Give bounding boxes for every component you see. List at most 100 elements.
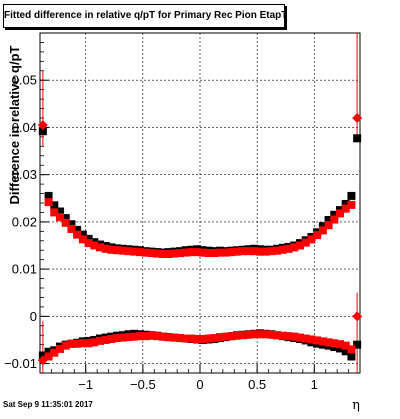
- data-point: [330, 215, 339, 224]
- data-point: [118, 333, 127, 342]
- data-point: [61, 218, 70, 227]
- x-tick-label: 1: [311, 377, 318, 392]
- data-point: [73, 339, 82, 348]
- data-point: [50, 348, 59, 357]
- data-point: [56, 344, 64, 353]
- series-layer: [37, 113, 363, 366]
- data-point: [301, 238, 310, 247]
- data-point: [273, 331, 282, 340]
- chart-title: Fitted difference in relative q/pT for P…: [3, 4, 285, 28]
- data-point: [141, 248, 150, 257]
- data-point: [187, 334, 196, 343]
- data-point: [198, 248, 207, 257]
- data-point: [193, 248, 202, 257]
- data-point: [50, 208, 59, 217]
- data-point: [147, 249, 156, 258]
- data-point: [347, 191, 356, 200]
- data-point: [153, 332, 162, 341]
- data-point: [216, 333, 224, 342]
- data-point: [278, 331, 287, 340]
- data-point: [44, 198, 53, 207]
- data-point: [181, 248, 190, 257]
- data-point: [238, 247, 247, 256]
- data-point: [336, 209, 344, 218]
- data-point: [347, 345, 356, 354]
- data-point: [204, 334, 213, 343]
- data-point: [336, 340, 344, 349]
- data-point: [330, 210, 339, 219]
- data-point: [341, 204, 350, 213]
- data-point: [210, 249, 219, 258]
- data-point: [307, 235, 316, 244]
- data-point: [352, 113, 363, 123]
- data-point: [78, 230, 87, 239]
- data-point: [158, 332, 167, 341]
- data-point: [67, 220, 76, 229]
- data-point: [256, 330, 264, 339]
- data-point: [153, 249, 162, 258]
- data-point: [176, 334, 184, 343]
- grid-layer: [40, 33, 360, 373]
- y-tick-label: 0.01: [12, 262, 37, 277]
- data-point: [187, 248, 196, 257]
- data-point: [227, 332, 236, 341]
- data-point: [318, 226, 327, 235]
- data-point: [267, 330, 276, 339]
- data-point: [324, 216, 333, 224]
- data-point: [301, 334, 310, 343]
- data-point: [256, 247, 264, 256]
- data-point: [324, 221, 333, 230]
- data-point: [352, 311, 363, 322]
- data-point: [198, 335, 207, 343]
- data-point: [61, 214, 70, 223]
- data-point: [147, 331, 156, 340]
- data-point: [67, 339, 76, 348]
- data-point: [38, 127, 47, 136]
- y-tick-label: 0.02: [12, 214, 37, 229]
- data-point: [181, 334, 190, 343]
- data-point: [124, 333, 133, 342]
- data-point: [261, 247, 270, 256]
- data-point: [44, 352, 53, 361]
- data-point: [353, 340, 362, 349]
- data-point: [141, 332, 150, 341]
- data-point: [101, 244, 110, 253]
- data-point: [170, 249, 179, 258]
- data-point: [238, 331, 247, 340]
- data-point: [193, 335, 202, 343]
- data-point: [313, 231, 322, 240]
- data-point: [296, 241, 304, 250]
- data-point: [78, 235, 87, 244]
- data-point: [136, 332, 144, 341]
- data-point: [290, 332, 299, 341]
- y-tick-label: 0.05: [12, 73, 37, 88]
- data-point: [341, 341, 350, 350]
- x-tick-label: 0: [196, 377, 203, 392]
- data-point: [44, 191, 53, 200]
- data-point: [164, 333, 173, 342]
- data-point: [221, 248, 230, 257]
- y-tick-label: 0: [30, 309, 37, 324]
- data-point: [296, 333, 304, 342]
- data-point: [107, 335, 116, 343]
- data-point: [216, 248, 224, 257]
- x-axis-label: η: [352, 398, 360, 413]
- data-point: [56, 213, 64, 222]
- data-point: [61, 341, 70, 350]
- data-point: [78, 339, 87, 348]
- data-point: [101, 335, 110, 344]
- data-point: [267, 247, 276, 256]
- data-point: [50, 201, 59, 210]
- data-point: [330, 339, 339, 348]
- data-point: [307, 335, 316, 344]
- data-point: [233, 247, 242, 256]
- x-tick-label: −1: [78, 377, 93, 392]
- data-point: [233, 331, 242, 340]
- data-point: [284, 332, 293, 341]
- data-point: [318, 337, 327, 346]
- data-point: [244, 247, 253, 256]
- data-point: [90, 338, 99, 347]
- x-tick-label: 0.5: [248, 377, 266, 392]
- data-point: [278, 245, 287, 254]
- data-point: [176, 249, 184, 258]
